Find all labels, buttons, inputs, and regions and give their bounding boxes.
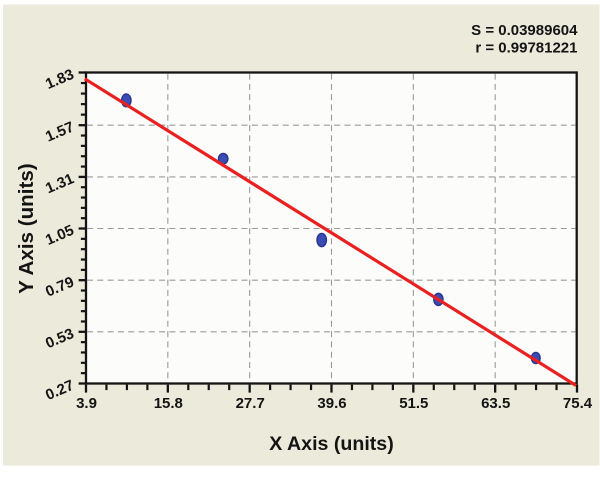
svg-text:Y Axis (units): Y Axis (units) [15,163,38,293]
svg-text:51.5: 51.5 [399,395,428,412]
svg-text:r = 0.99781221: r = 0.99781221 [475,40,577,57]
svg-text:15.8: 15.8 [154,395,183,412]
svg-text:75.4: 75.4 [563,395,593,412]
svg-text:S = 0.03989604: S = 0.03989604 [471,22,578,39]
svg-text:3.9: 3.9 [76,395,97,412]
svg-text:X Axis (units): X Axis (units) [269,433,393,455]
svg-text:63.5: 63.5 [481,395,510,412]
svg-text:39.6: 39.6 [317,395,346,412]
svg-text:27.7: 27.7 [236,395,265,412]
